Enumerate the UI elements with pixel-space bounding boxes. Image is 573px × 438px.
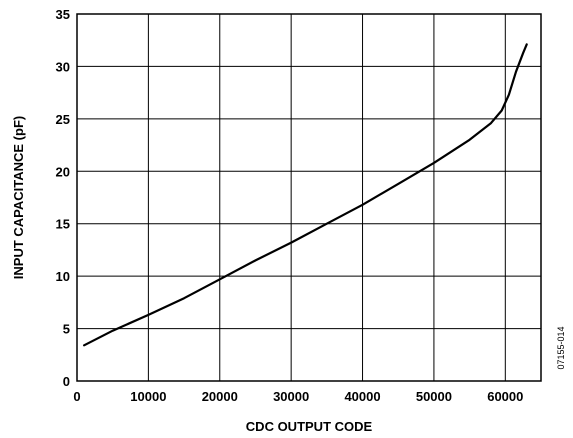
x-tick-label: 60000 — [487, 389, 523, 404]
y-tick-label: 35 — [56, 7, 70, 22]
plot-frame — [76, 13, 542, 382]
series-layer — [82, 43, 528, 347]
x-tick-label: 20000 — [202, 389, 238, 404]
x-tick-label: 0 — [73, 389, 80, 404]
x-axis-ticks: 0 10000 20000 30000 40000 50000 60000 — [73, 389, 523, 404]
x-tick-label: 30000 — [273, 389, 309, 404]
grid — [77, 14, 541, 381]
y-axis-ticks: 0 5 10 15 20 25 30 35 — [56, 7, 70, 389]
x-axis-label: CDC OUTPUT CODE — [246, 419, 373, 434]
x-tick-label: 10000 — [130, 389, 166, 404]
x-tick-label: 40000 — [344, 389, 380, 404]
x-tick-label: 50000 — [416, 389, 452, 404]
y-axis-label: INPUT CAPACITANCE (pF) — [11, 116, 26, 279]
y-tick-label: 30 — [56, 59, 70, 74]
y-tick-label: 25 — [56, 112, 70, 127]
figure-id: 07155-014 — [556, 326, 566, 369]
y-tick-label: 5 — [63, 322, 70, 337]
y-tick-label: 0 — [63, 374, 70, 389]
y-tick-label: 15 — [56, 217, 70, 232]
y-tick-label: 20 — [56, 164, 70, 179]
series-line — [82, 43, 528, 347]
y-tick-label: 10 — [56, 269, 70, 284]
